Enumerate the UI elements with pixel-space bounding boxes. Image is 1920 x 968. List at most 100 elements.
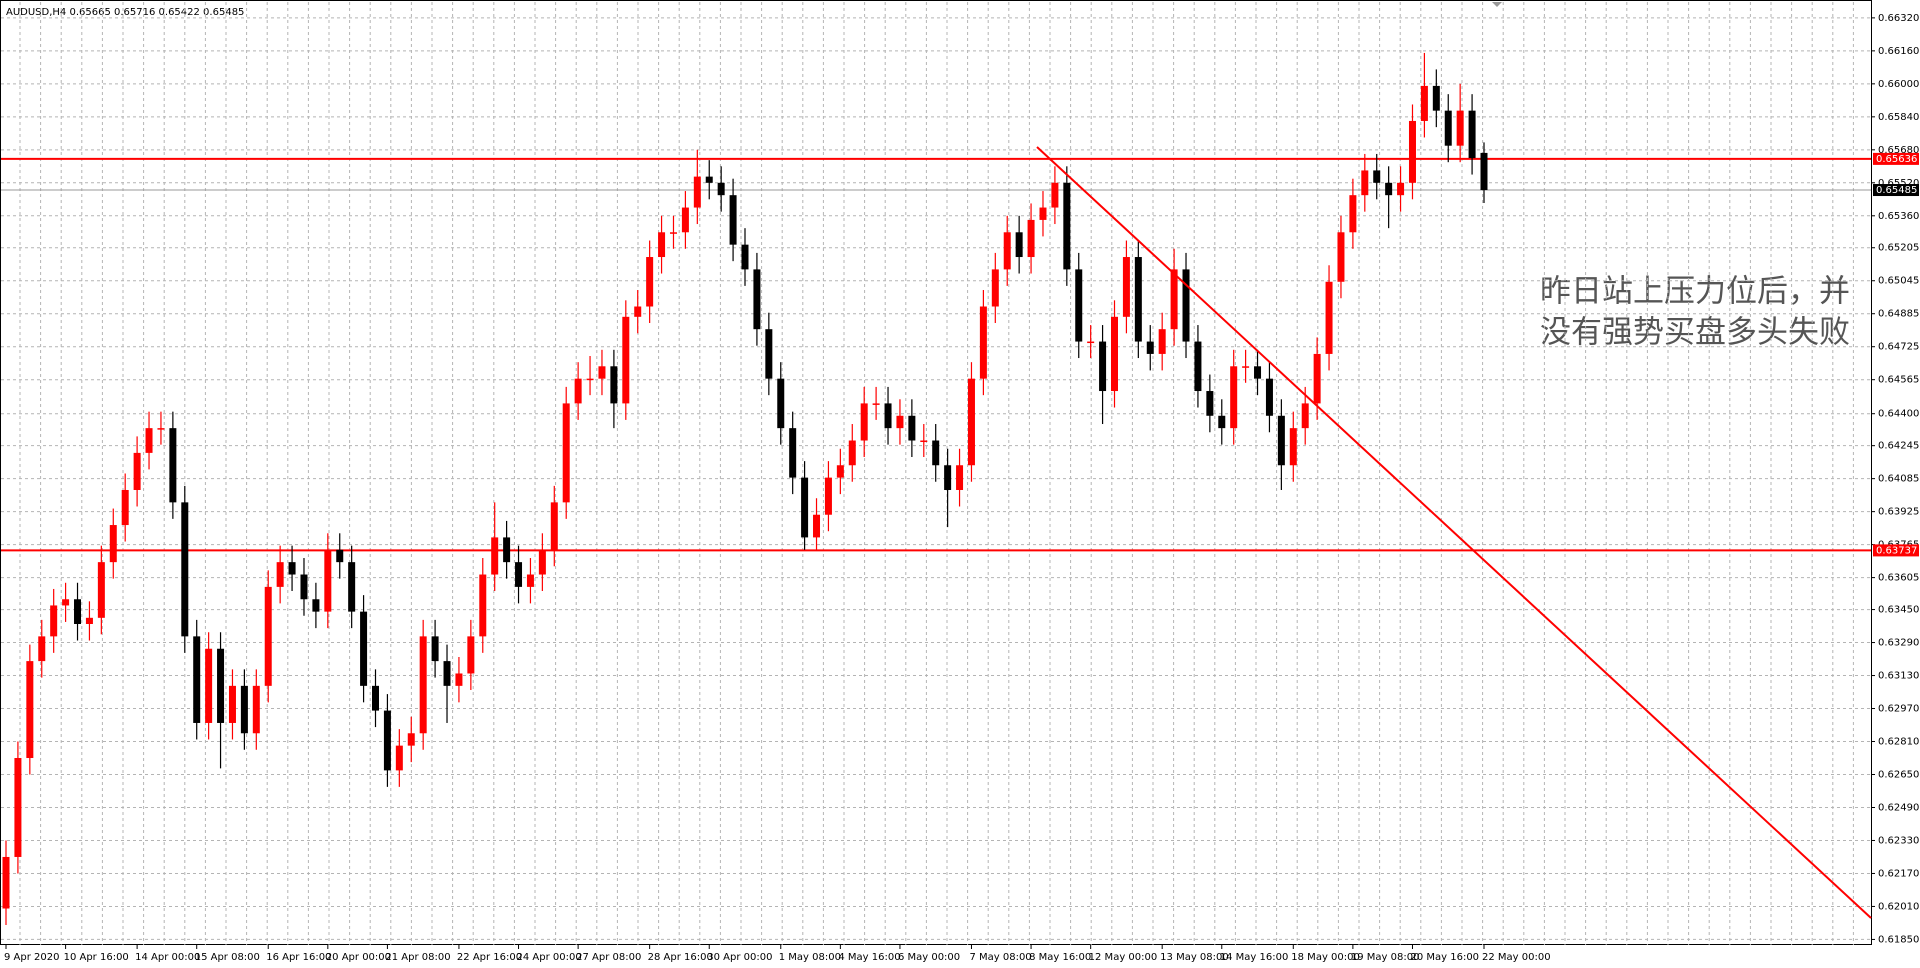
- candle-body: [1480, 152, 1488, 191]
- candle-body: [1313, 353, 1321, 404]
- candle-body: [1111, 316, 1118, 392]
- x-tick-label: 9 Apr 2020: [4, 952, 59, 963]
- y-tick-label: 0.65045: [1878, 276, 1919, 287]
- y-tick-label: 0.65840: [1878, 112, 1919, 123]
- candle-body: [372, 685, 379, 711]
- candle-body: [1468, 110, 1476, 159]
- candle-body: [431, 636, 439, 662]
- candle-body: [860, 403, 868, 441]
- current-price-label: 0.65485: [1876, 185, 1917, 196]
- x-tick-label: 18 May 00:00: [1291, 952, 1360, 963]
- candle-body: [97, 562, 105, 618]
- x-tick-label: 14 May 16:00: [1220, 952, 1289, 963]
- candle-body: [1289, 428, 1297, 466]
- candle-body: [1242, 366, 1250, 368]
- x-tick-label: 30 Apr 00:00: [707, 952, 772, 963]
- candle-body: [145, 428, 153, 453]
- trend-layer: [1036, 146, 1872, 919]
- candle-body: [1170, 269, 1178, 330]
- candle-body: [252, 685, 260, 734]
- trend-line: [1036, 146, 1872, 919]
- y-tick-label: 0.62650: [1878, 770, 1919, 781]
- y-tick-label: 0.65680: [1878, 145, 1919, 156]
- x-tick-label: 16 Apr 16:00: [266, 952, 331, 963]
- level-tag: [1873, 544, 1919, 557]
- x-tick-label: 13 May 08:00: [1160, 952, 1229, 963]
- x-tick-label: 12 May 00:00: [1089, 952, 1158, 963]
- candle-body: [1397, 182, 1405, 196]
- y-tick-label: 0.62010: [1878, 901, 1919, 912]
- candle-body: [348, 562, 356, 612]
- candle-body: [538, 549, 546, 575]
- candle-body: [1206, 391, 1214, 416]
- candle-body: [181, 502, 189, 637]
- candle-body: [1027, 219, 1035, 258]
- y-tick-label: 0.63450: [1878, 605, 1919, 616]
- candle-body: [157, 428, 165, 430]
- candle-body: [765, 329, 773, 379]
- candle-body: [669, 232, 677, 234]
- y-tick-label: 0.64245: [1878, 441, 1919, 452]
- annotation: 昨日站上压力位后，并: [1540, 274, 1850, 310]
- level-label: 0.63737: [1876, 545, 1917, 556]
- candle-body: [121, 489, 129, 526]
- candle-body: [789, 428, 797, 478]
- x-tick-label: 22 May 00:00: [1482, 952, 1551, 963]
- candle-body: [562, 403, 570, 503]
- candle-body: [824, 477, 832, 515]
- candle-body: [1218, 415, 1226, 429]
- candle-body: [14, 758, 22, 857]
- candle-body: [85, 617, 93, 625]
- candle-body: [1051, 182, 1059, 208]
- x-tick-label: 15 Apr 08:00: [195, 952, 260, 963]
- candle-body: [455, 673, 463, 686]
- y-tick-label: 0.64725: [1878, 342, 1919, 353]
- candle-body: [991, 269, 999, 307]
- candle-body: [1099, 341, 1107, 392]
- candle-body: [932, 440, 940, 466]
- candle-body: [1122, 257, 1130, 317]
- candle-body: [1432, 85, 1440, 111]
- candle-body: [693, 176, 701, 208]
- candle-body: [1444, 110, 1452, 146]
- candle-body: [1408, 120, 1416, 183]
- candle-body: [753, 269, 761, 330]
- candle-body: [944, 465, 952, 490]
- candle-body: [50, 605, 58, 637]
- y-tick-label: 0.65205: [1878, 243, 1919, 254]
- candle-body: [801, 477, 809, 538]
- y-tick-label: 0.62330: [1878, 835, 1919, 846]
- candle-body: [133, 452, 141, 490]
- candle-body: [360, 611, 368, 686]
- x-tick-label: 21 Apr 08:00: [385, 952, 450, 963]
- candle-body: [26, 661, 34, 759]
- candle-body: [1003, 232, 1011, 270]
- candle-body: [467, 636, 475, 674]
- candle-body: [1325, 281, 1333, 354]
- candle-body: [813, 514, 821, 538]
- candle-body: [228, 685, 236, 723]
- candle-body: [288, 562, 296, 575]
- x-tick-label: 4 May 16:00: [838, 952, 900, 963]
- y-tick-label: 0.63605: [1878, 573, 1919, 584]
- y-tick-label: 0.64885: [1878, 309, 1919, 320]
- candle-body: [908, 415, 916, 441]
- candle-body: [419, 636, 427, 734]
- candle-body: [479, 574, 487, 637]
- candle-body: [62, 599, 70, 606]
- candle-body: [884, 403, 892, 429]
- candle-body: [1158, 329, 1166, 354]
- candle-body: [264, 586, 272, 686]
- candle-body: [383, 710, 391, 771]
- x-tick-label: 1 May 08:00: [779, 952, 841, 963]
- y-tick-label: 0.66320: [1878, 13, 1919, 24]
- candle-body: [217, 648, 225, 723]
- candle-body: [1456, 110, 1464, 146]
- level-label: 0.65636: [1876, 154, 1917, 165]
- x-tick-label: 7 May 08:00: [969, 952, 1031, 963]
- x-tick-label: 14 Apr 00:00: [135, 952, 200, 963]
- candle-body: [836, 465, 844, 478]
- candle-body: [1385, 182, 1393, 196]
